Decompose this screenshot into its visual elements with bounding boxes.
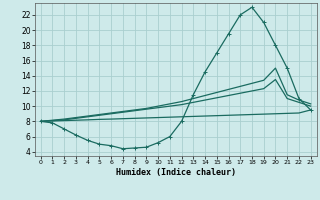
X-axis label: Humidex (Indice chaleur): Humidex (Indice chaleur) <box>116 168 236 177</box>
